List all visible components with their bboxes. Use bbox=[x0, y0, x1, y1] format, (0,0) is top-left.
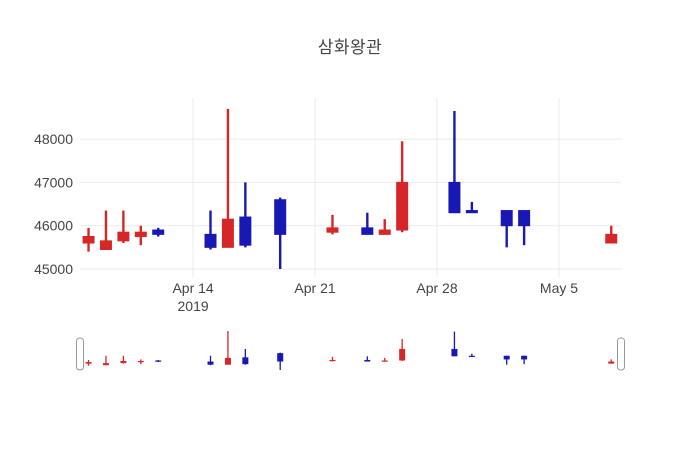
rangeslider-candle-body bbox=[399, 348, 406, 361]
rangeslider-candle-body bbox=[329, 359, 336, 362]
rangeslider-candle-body bbox=[521, 355, 528, 360]
chart-title: 삼화왕관 bbox=[317, 38, 383, 57]
rangeslider-candle-body bbox=[242, 357, 249, 365]
y-tick-label: 48000 bbox=[34, 131, 73, 147]
rangeslider-candle-body bbox=[155, 360, 162, 362]
rangeslider-candle-body bbox=[102, 363, 109, 366]
candle-body[interactable] bbox=[117, 231, 130, 242]
y-tick-label: 45000 bbox=[34, 261, 73, 277]
rangeslider-candle-body bbox=[381, 360, 388, 362]
rangeslider-candle-body bbox=[451, 348, 458, 357]
x-tick-label: Apr 21 bbox=[294, 280, 335, 296]
rangeslider-handle-left[interactable] bbox=[76, 337, 84, 371]
x-tick-label: Apr 28 bbox=[416, 280, 457, 296]
rangeslider-candle-body bbox=[277, 353, 284, 362]
candle-body[interactable] bbox=[465, 210, 478, 214]
candle-body[interactable] bbox=[378, 229, 391, 235]
plot-area[interactable] bbox=[80, 98, 621, 277]
rangeslider-handle-right[interactable] bbox=[617, 337, 625, 371]
rangeslider-candle-body bbox=[207, 361, 214, 365]
rangeslider-candle-body bbox=[503, 355, 510, 360]
rangeslider-candle-body bbox=[364, 359, 371, 362]
candle-body[interactable] bbox=[500, 210, 513, 227]
y-tick-label: 47000 bbox=[34, 174, 73, 190]
rangeslider-candle-body bbox=[120, 361, 127, 364]
rangeslider[interactable] bbox=[76, 328, 625, 374]
candle-body[interactable] bbox=[274, 199, 287, 235]
x-tick-label: Apr 14 bbox=[172, 280, 213, 296]
candle-body[interactable] bbox=[152, 229, 165, 235]
rangeslider-candle-body bbox=[137, 361, 144, 363]
candle-body[interactable] bbox=[82, 236, 95, 244]
rangeslider-candle-body bbox=[224, 357, 231, 365]
rangeslider-candle-body bbox=[468, 355, 475, 357]
candle-body[interactable] bbox=[326, 227, 339, 233]
x-tick-label: May 5 bbox=[540, 280, 578, 296]
rangeslider-candle-body bbox=[608, 361, 615, 364]
candle-body[interactable] bbox=[221, 218, 234, 248]
rangeslider-candle-body bbox=[85, 362, 92, 364]
candle-body[interactable] bbox=[361, 227, 374, 235]
candle-body[interactable] bbox=[518, 210, 531, 227]
candle-body[interactable] bbox=[239, 216, 252, 246]
candle-body[interactable] bbox=[99, 240, 112, 251]
y-tick-label: 46000 bbox=[34, 218, 73, 234]
candle-body[interactable] bbox=[605, 233, 618, 244]
candle-body[interactable] bbox=[448, 181, 461, 214]
candle-body[interactable] bbox=[396, 181, 409, 231]
candle-body[interactable] bbox=[204, 233, 217, 248]
candle-body[interactable] bbox=[134, 231, 147, 238]
x-tick-year-label: 2019 bbox=[178, 298, 209, 314]
